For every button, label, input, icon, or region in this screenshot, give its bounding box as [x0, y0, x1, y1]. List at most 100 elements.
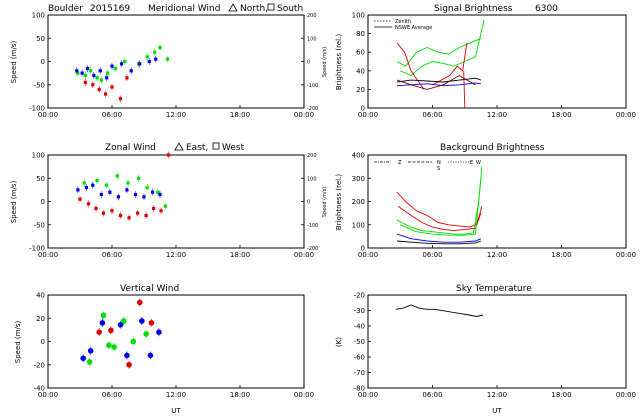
y-tick-label: -70: [354, 369, 365, 377]
y-tick-label: 0: [41, 58, 45, 66]
y-tick-label: -60: [354, 354, 365, 362]
series-line: [400, 178, 482, 236]
legend-e: E: [470, 160, 473, 166]
series-line: [400, 19, 485, 77]
y-axis-label: Speed (m/s): [10, 41, 18, 84]
south-legend: South: [277, 4, 303, 14]
x-tick-label: 06:00: [422, 251, 442, 259]
zonal-title: Zonal Wind: [105, 143, 156, 153]
y-ticks: 400 300 200 100 0: [352, 152, 371, 253]
y-axis-label-right: Speed (m/s): [322, 47, 328, 77]
legend-z: Z: [398, 160, 402, 166]
y-tick-label: 80: [356, 30, 365, 38]
y-ticks: 100 50 0 -50 -100: [29, 152, 51, 253]
y-tick-label: 50: [36, 35, 45, 43]
data-marks: [80, 298, 162, 369]
x-tick-label: 12:00: [166, 251, 186, 259]
x-tick-label: 00:00: [294, 391, 314, 399]
x-tick-label: 18:00: [551, 111, 571, 119]
y-tick-label: 40: [36, 292, 45, 300]
y-tick-label-right: 200: [307, 153, 317, 159]
x-tick-label: 12:00: [487, 251, 507, 259]
y-tick-label: 0: [41, 198, 45, 206]
legend-s: S: [437, 166, 440, 172]
plot-frame: [367, 154, 627, 249]
series-line: [396, 77, 482, 83]
square-icon: [212, 142, 220, 150]
x-tick-label: 18:00: [230, 391, 250, 399]
y-tick-label: 100: [32, 12, 45, 20]
y-tick-label-right: 100: [307, 36, 317, 42]
y-axis-label-right: Speed (m/s): [322, 187, 328, 217]
series-line: [397, 205, 482, 232]
y-tick-label-right: 200: [307, 13, 317, 19]
west-legend: West: [222, 143, 245, 153]
y-tick-label: 400: [352, 152, 365, 160]
data-marks: [396, 19, 485, 109]
y-tick-label: 200: [352, 198, 365, 206]
x-tick-label: 00:00: [616, 251, 636, 259]
x-tick-label: 12:00: [166, 391, 186, 399]
x-tick-label: 00:00: [358, 251, 378, 259]
series-line: [395, 304, 484, 317]
series-line: [396, 42, 425, 90]
y-tick-label: 0: [361, 105, 365, 113]
data-marks: [76, 151, 171, 222]
plot-frame: [47, 294, 305, 389]
x-tick-label: 18:00: [551, 251, 571, 259]
y-ticks: -20 -30 -40 -50 -60 -70 -80: [354, 292, 371, 393]
y-tick-label: -50: [34, 81, 45, 89]
x-axis-label: UT: [171, 407, 181, 415]
background-title: Background Brightness: [440, 143, 545, 153]
y-tick-label: 100: [352, 12, 365, 20]
legend-average: NSWE Average: [395, 25, 432, 31]
data-marks: [396, 166, 483, 245]
y-tick-label-right: -200: [307, 106, 318, 112]
signal-panel: Signal Brightness 6300 Zenith NSWE Avera…: [335, 4, 636, 119]
y-ticks-right: 200 100 0 -100 -200: [301, 13, 318, 112]
x-tick-label: 00:00: [38, 251, 58, 259]
y-tick-label-right: -100: [307, 83, 318, 89]
series-line: [432, 42, 468, 86]
y-ticks: 100 80 60 40 20 0: [352, 12, 371, 113]
y-tick-label: 60: [356, 49, 365, 57]
x-tick-label: 12:00: [166, 111, 186, 119]
x-axis-label: UT: [492, 407, 502, 415]
legend-w: W: [476, 160, 481, 166]
series-line: [396, 233, 482, 243]
series-line: [396, 74, 476, 90]
site-label: Boulder: [48, 4, 83, 14]
y-tick-label-right: -100: [307, 223, 318, 229]
y-tick-label: 100: [352, 221, 365, 229]
meridional-title: Meridional Wind: [148, 4, 220, 14]
x-ticks: 00:00 06:00 12:00 18:00 00:00: [358, 385, 636, 399]
data-marks: [395, 304, 484, 317]
y-tick-label: 0: [361, 245, 365, 253]
x-tick-label: 18:00: [230, 111, 250, 119]
series-line: [396, 191, 483, 228]
x-tick-label: 00:00: [38, 111, 58, 119]
triangle-icon: [228, 3, 238, 12]
north-legend: North,: [240, 4, 268, 14]
y-tick-label: -100: [29, 105, 45, 113]
y-tick-label: -40: [354, 323, 365, 331]
y-tick-label: 0: [41, 338, 45, 346]
series-line: [396, 240, 482, 245]
date-label: 2015169: [90, 4, 130, 14]
series-line: [396, 37, 482, 67]
y-tick-label: -20: [34, 361, 45, 369]
temperature-panel: Sky Temperature -20 -30 -40 -50 -60 -70 -80 00…: [335, 284, 636, 415]
meridional-panel: Boulder 2015169 Meridional Wind North, S…: [10, 3, 328, 119]
x-tick-label: 00:00: [616, 111, 636, 119]
y-tick-label-right: 0: [307, 200, 310, 206]
x-tick-label: 12:00: [487, 111, 507, 119]
y-axis-label: Brightness (rel.): [335, 174, 343, 230]
y-tick-label: 100: [32, 152, 45, 160]
plot-frame: [47, 14, 305, 109]
x-tick-label: 18:00: [551, 391, 571, 399]
background-panel: Background Brightness Z N S E W 400 300 20…: [335, 143, 636, 259]
y-ticks: 40 20 0 -20 -40: [34, 292, 51, 393]
y-tick-label: -50: [354, 338, 365, 346]
zonal-panel: Zonal Wind East, West 100 50 0 -50 -100 200 1…: [10, 142, 328, 259]
